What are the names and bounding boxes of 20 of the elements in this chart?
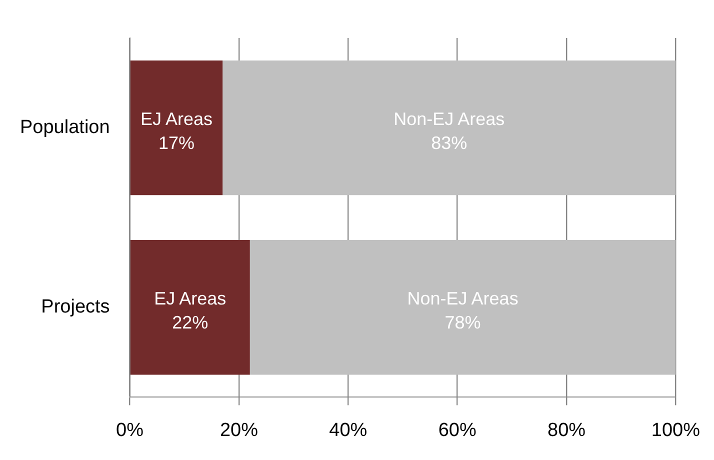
data-label: 17% (158, 132, 195, 153)
x-tick-label: 60% (438, 420, 476, 441)
x-tick-label: 100% (651, 420, 700, 441)
y-tick-label: Population (20, 117, 110, 138)
series-label: Non-EJ Areas (394, 108, 505, 129)
bar (222, 60, 676, 196)
data-label: 83% (431, 132, 468, 153)
x-tick-label: 80% (548, 420, 586, 441)
text: Non-EJ Areas (407, 288, 518, 308)
x-tick-label: 0% (116, 420, 144, 441)
bar (130, 240, 250, 375)
data-label: 22% (172, 312, 208, 332)
data-label: 78% (444, 312, 481, 332)
x-tick-label: 20% (220, 420, 258, 441)
bar (130, 60, 223, 196)
y-tick-label: Projects (41, 296, 110, 318)
text: EJ Areas (154, 288, 226, 308)
bar (250, 240, 676, 375)
x-tick-label: 40% (329, 420, 368, 441)
series-label: EJ Areas (140, 108, 213, 129)
